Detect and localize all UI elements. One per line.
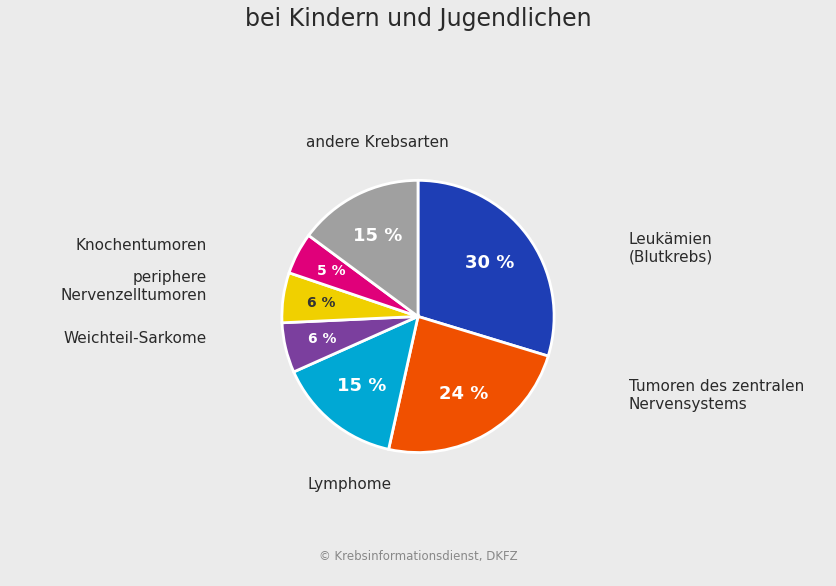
Text: Weichteil-Sarkome: Weichteil-Sarkome xyxy=(64,331,207,346)
Text: Leukämien
(Blutkrebs): Leukämien (Blutkrebs) xyxy=(629,232,713,265)
Text: 15 %: 15 % xyxy=(337,377,386,395)
Wedge shape xyxy=(293,316,418,449)
Wedge shape xyxy=(289,236,418,316)
Wedge shape xyxy=(282,316,418,372)
Text: periphere
Nervenzelltumoren: periphere Nervenzelltumoren xyxy=(61,270,207,303)
Text: 30 %: 30 % xyxy=(466,254,515,272)
Text: 6 %: 6 % xyxy=(308,332,337,346)
Wedge shape xyxy=(418,180,554,356)
Text: 6 %: 6 % xyxy=(307,296,335,310)
Title: Die häufigsten Krebsarten
bei Kindern und Jugendlichen: Die häufigsten Krebsarten bei Kindern un… xyxy=(245,0,591,30)
Text: Lymphome: Lymphome xyxy=(308,477,392,492)
Wedge shape xyxy=(282,272,418,323)
Wedge shape xyxy=(308,180,418,316)
Text: 5 %: 5 % xyxy=(317,264,345,278)
Text: Knochentumoren: Knochentumoren xyxy=(76,238,207,253)
Text: andere Krebsarten: andere Krebsarten xyxy=(306,135,449,151)
Text: 24 %: 24 % xyxy=(439,385,488,403)
Text: © Krebsinformationsdienst, DKFZ: © Krebsinformationsdienst, DKFZ xyxy=(319,550,517,563)
Wedge shape xyxy=(389,316,548,452)
Text: 15 %: 15 % xyxy=(353,227,402,245)
Text: Tumoren des zentralen
Nervensystems: Tumoren des zentralen Nervensystems xyxy=(629,379,804,411)
